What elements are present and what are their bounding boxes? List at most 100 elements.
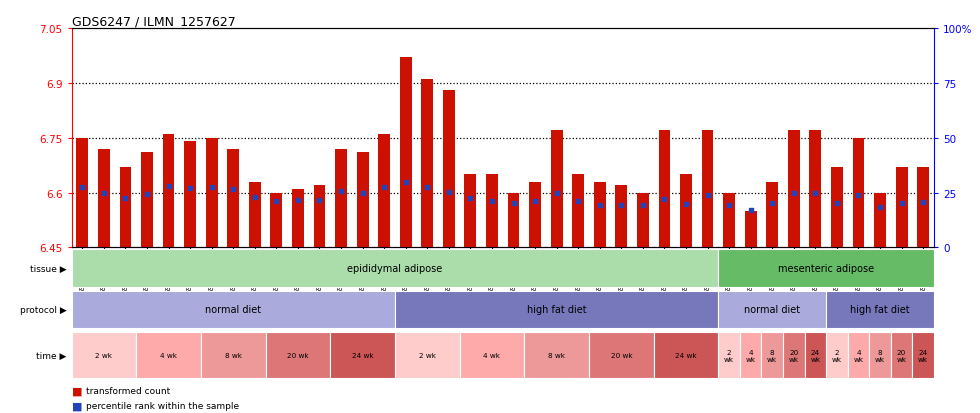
Point [678, 202, 694, 208]
Text: 24
wk: 24 wk [918, 349, 928, 362]
Text: 20
wk: 20 wk [897, 349, 906, 362]
Bar [853, 138, 864, 248]
Text: 8
wk: 8 wk [875, 349, 885, 362]
Bar [227, 150, 239, 248]
Point [851, 192, 866, 199]
Point [441, 190, 457, 196]
Point [269, 199, 284, 205]
Bar [551, 131, 563, 248]
Text: percentile rank within the sample: percentile rank within the sample [86, 401, 239, 410]
Bar [761, 332, 783, 378]
Text: 24
wk: 24 wk [810, 349, 820, 362]
Point [204, 184, 220, 191]
Text: 4
wk: 4 wk [854, 349, 863, 362]
Text: 2 wk: 2 wk [95, 352, 113, 358]
Bar [891, 332, 912, 378]
Point [527, 199, 543, 205]
Bar [788, 131, 800, 248]
Bar [615, 186, 627, 248]
Point [290, 197, 306, 204]
Text: transformed count: transformed count [86, 386, 171, 395]
Point [786, 190, 802, 197]
Bar [465, 175, 476, 248]
Text: high fat diet: high fat diet [527, 305, 586, 315]
Text: 2
wk: 2 wk [832, 349, 842, 362]
Bar [524, 332, 589, 378]
Text: ■: ■ [72, 385, 82, 395]
Text: ■: ■ [72, 401, 82, 411]
Point [872, 204, 888, 211]
Bar [654, 332, 718, 378]
Point [657, 196, 672, 203]
Bar [594, 182, 606, 248]
Bar [826, 332, 848, 378]
Bar [72, 332, 136, 378]
Point [484, 199, 500, 205]
Bar [917, 168, 929, 248]
Text: 24 wk: 24 wk [675, 352, 697, 358]
Bar [702, 131, 713, 248]
Point [700, 192, 715, 199]
Bar [330, 332, 395, 378]
Bar [589, 332, 654, 378]
Text: 4 wk: 4 wk [483, 352, 501, 358]
Text: 20 wk: 20 wk [287, 352, 309, 358]
Text: 20
wk: 20 wk [789, 349, 799, 362]
Text: 4 wk: 4 wk [160, 352, 177, 358]
Bar [766, 182, 778, 248]
Bar [98, 150, 110, 248]
Text: 2
wk: 2 wk [724, 349, 734, 362]
Point [118, 196, 133, 202]
Bar [163, 135, 174, 248]
Bar [76, 138, 88, 248]
Bar [805, 332, 826, 378]
Bar [378, 135, 390, 248]
Point [635, 202, 651, 209]
Bar [912, 332, 934, 378]
Point [139, 191, 155, 198]
Point [182, 185, 198, 192]
Bar [723, 193, 735, 248]
Text: high fat diet: high fat diet [851, 305, 909, 315]
Point [549, 190, 564, 197]
Point [506, 200, 521, 207]
Bar [266, 332, 330, 378]
Point [96, 190, 112, 197]
Bar [783, 332, 805, 378]
Bar [357, 153, 368, 248]
Text: protocol ▶: protocol ▶ [20, 305, 67, 314]
Text: normal diet: normal diet [744, 305, 801, 315]
Bar [314, 186, 325, 248]
Point [764, 200, 780, 206]
Bar [637, 193, 649, 248]
Point [247, 194, 263, 200]
Text: 8 wk: 8 wk [224, 352, 242, 358]
Bar [848, 332, 869, 378]
Bar [826, 291, 934, 328]
Bar [869, 332, 891, 378]
Bar [136, 332, 201, 378]
Bar [249, 182, 261, 248]
Text: mesenteric adipose: mesenteric adipose [778, 263, 874, 273]
Bar [718, 291, 826, 328]
Point [225, 187, 241, 193]
Bar [421, 80, 433, 248]
Bar [120, 168, 131, 248]
Bar [400, 58, 412, 248]
Bar [740, 332, 761, 378]
Bar [874, 193, 886, 248]
Point [161, 183, 176, 190]
Bar [745, 211, 757, 248]
Bar [292, 190, 304, 248]
Bar [718, 332, 740, 378]
Bar [718, 250, 934, 287]
Bar [486, 175, 498, 248]
Point [915, 199, 931, 206]
Bar [72, 291, 395, 328]
Text: 4
wk: 4 wk [746, 349, 756, 362]
Text: 20 wk: 20 wk [611, 352, 632, 358]
Text: time ▶: time ▶ [36, 351, 67, 360]
Bar [529, 182, 541, 248]
Bar [141, 153, 153, 248]
Text: 2 wk: 2 wk [418, 352, 436, 358]
